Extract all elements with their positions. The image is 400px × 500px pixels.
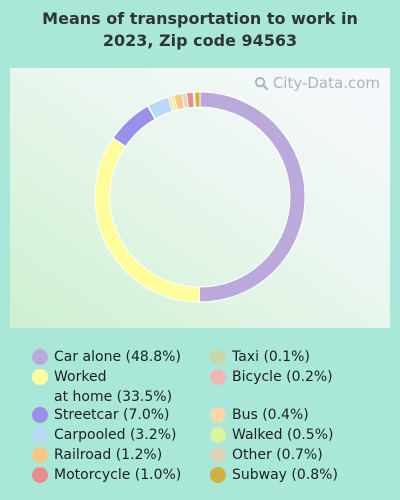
legend-swatch xyxy=(210,427,226,443)
legend-label: Other (0.7%) xyxy=(232,445,323,465)
legend-label: Car alone (48.8%) xyxy=(54,347,181,367)
donut-slice-car-alone xyxy=(198,91,306,303)
legend-item: Streetcar (7.0%) xyxy=(32,405,170,425)
legend-label-line: at home (33.5%) xyxy=(54,389,173,405)
watermark-text: City-Data.com xyxy=(272,74,380,92)
legend-label-line: Taxi (0.1%) xyxy=(232,349,310,365)
legend-swatch xyxy=(32,427,48,443)
legend-label: Streetcar (7.0%) xyxy=(54,405,170,425)
legend-label: Bicycle (0.2%) xyxy=(232,367,333,387)
legend-swatch xyxy=(32,369,48,385)
chart-title-line-1: Means of transportation to work in xyxy=(42,9,358,28)
legend-label-line: Worked xyxy=(54,369,107,385)
legend-label-line: Bus (0.4%) xyxy=(232,407,309,423)
legend-label-line: Walked (0.5%) xyxy=(232,427,334,443)
legend-swatch xyxy=(210,349,226,365)
legend-item: Car alone (48.8%) xyxy=(32,347,181,367)
legend-label-line: Carpooled (3.2%) xyxy=(54,427,177,443)
legend-swatch xyxy=(32,447,48,463)
chart-title: Means of transportation to work in 2023,… xyxy=(0,8,400,52)
watermark: City-Data.com xyxy=(254,74,380,92)
legend-swatch xyxy=(210,447,226,463)
legend-label: Subway (0.8%) xyxy=(232,465,338,485)
donut-slice-subway xyxy=(194,91,201,108)
legend-label-line: Other (0.7%) xyxy=(232,447,323,463)
legend-item: Walked (0.5%) xyxy=(210,425,333,445)
legend-swatch xyxy=(32,467,48,483)
legend-label: Worked at home (33.5%) xyxy=(54,367,172,407)
legend-item: Worked at home (33.5%) xyxy=(32,367,172,407)
legend: Car alone (48.8%) Worked at home (33.5%) St… xyxy=(32,347,392,487)
legend-label: Carpooled (3.2%) xyxy=(54,425,176,445)
magnifier-icon xyxy=(254,76,269,90)
legend-item: Bicycle (0.2%) xyxy=(210,367,333,387)
legend-label-line: Motorcycle (1.0%) xyxy=(54,467,182,483)
legend-label: Railroad (1.2%) xyxy=(54,445,162,465)
legend-label-line: Streetcar (7.0%) xyxy=(54,407,170,423)
legend-label-line: Car alone (48.8%) xyxy=(54,349,181,365)
legend-swatch xyxy=(32,349,48,365)
legend-item: Subway (0.8%) xyxy=(210,465,338,485)
donut-slice-streetcar xyxy=(112,105,156,148)
legend-item: Motorcycle (1.0%) xyxy=(32,465,181,485)
legend-label-line: Subway (0.8%) xyxy=(232,467,338,483)
legend-swatch xyxy=(210,369,226,385)
legend-label: Bus (0.4%) xyxy=(232,405,309,425)
legend-item: Railroad (1.2%) xyxy=(32,445,162,465)
legend-item: Bus (0.4%) xyxy=(210,405,309,425)
legend-label: Taxi (0.1%) xyxy=(232,347,310,367)
legend-label-line: Railroad (1.2%) xyxy=(54,447,163,463)
legend-swatch xyxy=(210,467,226,483)
donut-slice-worked-at-home xyxy=(94,137,200,303)
legend-item: Carpooled (3.2%) xyxy=(32,425,176,445)
legend-label: Motorcycle (1.0%) xyxy=(54,465,181,485)
legend-item: Taxi (0.1%) xyxy=(210,347,310,367)
legend-label-line: Bicycle (0.2%) xyxy=(232,369,333,385)
plot-area: City-Data.com xyxy=(10,68,390,328)
chart-title-line-2: 2023, Zip code 94563 xyxy=(102,31,298,50)
legend-label: Walked (0.5%) xyxy=(232,425,333,445)
donut-chart xyxy=(94,91,306,303)
legend-swatch xyxy=(210,407,226,423)
legend-item: Other (0.7%) xyxy=(210,445,323,465)
legend-swatch xyxy=(32,407,48,423)
